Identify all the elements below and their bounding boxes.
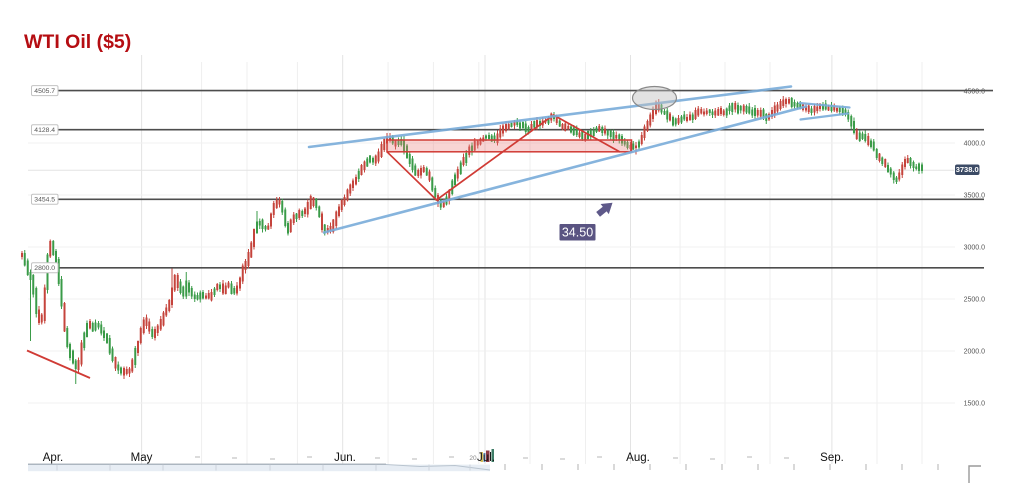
svg-text:Aug.: Aug. bbox=[626, 452, 650, 464]
svg-text:4128.4: 4128.4 bbox=[34, 127, 55, 134]
svg-text:4505.7: 4505.7 bbox=[34, 88, 55, 95]
svg-text:4500.0: 4500.0 bbox=[964, 89, 986, 96]
svg-text:May: May bbox=[131, 452, 153, 464]
svg-text:34.50: 34.50 bbox=[562, 226, 593, 240]
svg-text:2800.0: 2800.0 bbox=[34, 265, 55, 272]
svg-text:2000.0: 2000.0 bbox=[964, 349, 986, 356]
svg-text:3454.5: 3454.5 bbox=[34, 197, 55, 204]
svg-text:1500.0: 1500.0 bbox=[964, 401, 986, 408]
svg-text:3738.0: 3738.0 bbox=[956, 165, 979, 174]
svg-text:3500.0: 3500.0 bbox=[964, 193, 986, 200]
svg-text:20: 20 bbox=[469, 455, 477, 462]
svg-text:4000.0: 4000.0 bbox=[964, 141, 986, 148]
svg-text:WTI Oil ($5): WTI Oil ($5) bbox=[24, 31, 131, 53]
svg-text:Jun.: Jun. bbox=[334, 452, 356, 464]
svg-text:Sep.: Sep. bbox=[820, 452, 844, 464]
svg-text:3000.0: 3000.0 bbox=[964, 245, 986, 252]
svg-text:2500.0: 2500.0 bbox=[964, 297, 986, 304]
svg-text:Jul.: Jul. bbox=[477, 452, 495, 464]
svg-text:Apr.: Apr. bbox=[43, 452, 63, 464]
